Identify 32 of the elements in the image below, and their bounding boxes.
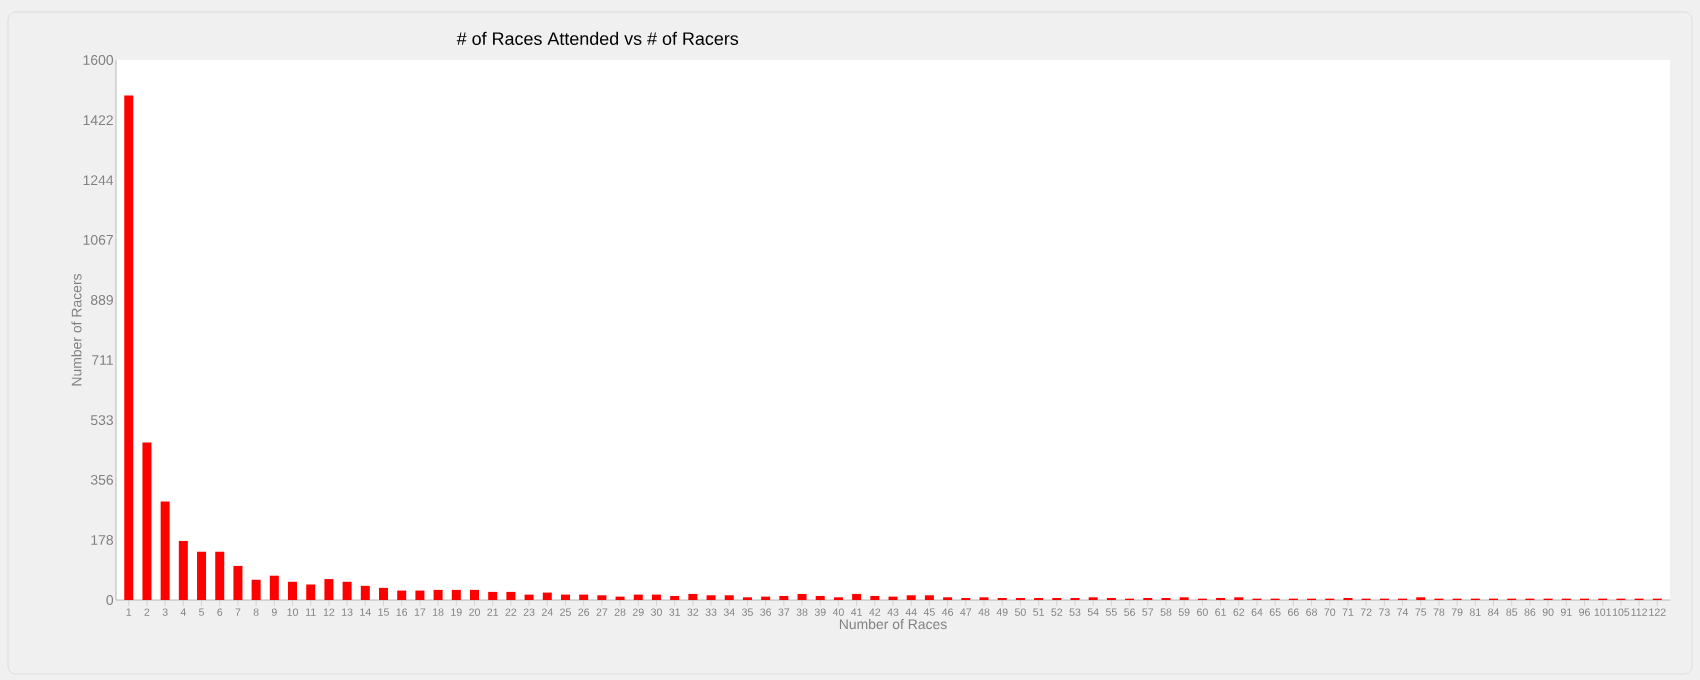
bar bbox=[451, 589, 461, 600]
bar bbox=[160, 501, 170, 600]
bar bbox=[524, 594, 534, 600]
bar bbox=[469, 589, 479, 600]
bar bbox=[852, 593, 862, 600]
bar bbox=[233, 565, 243, 600]
bar bbox=[124, 95, 134, 600]
bar bbox=[306, 584, 316, 600]
bar bbox=[288, 581, 298, 600]
bar bbox=[142, 442, 152, 600]
bar bbox=[324, 579, 334, 600]
bar bbox=[379, 587, 389, 600]
bar bbox=[342, 581, 352, 600]
bar bbox=[560, 594, 570, 600]
bar bbox=[215, 551, 225, 600]
bar bbox=[269, 575, 279, 600]
bar bbox=[197, 551, 207, 600]
bar bbox=[506, 591, 516, 600]
bar bbox=[688, 593, 698, 600]
bar bbox=[251, 579, 261, 600]
bar bbox=[415, 590, 425, 600]
bar bbox=[360, 585, 370, 600]
bar bbox=[797, 593, 807, 600]
chart-title: # of Races Attended vs # of Racers bbox=[456, 31, 739, 46]
bar bbox=[488, 591, 498, 600]
bar bbox=[542, 592, 552, 600]
bar bbox=[651, 594, 661, 600]
bar bbox=[579, 594, 589, 600]
bar bbox=[178, 540, 188, 600]
bar bbox=[633, 594, 643, 600]
bar bbox=[433, 589, 443, 600]
bar bbox=[397, 590, 407, 600]
